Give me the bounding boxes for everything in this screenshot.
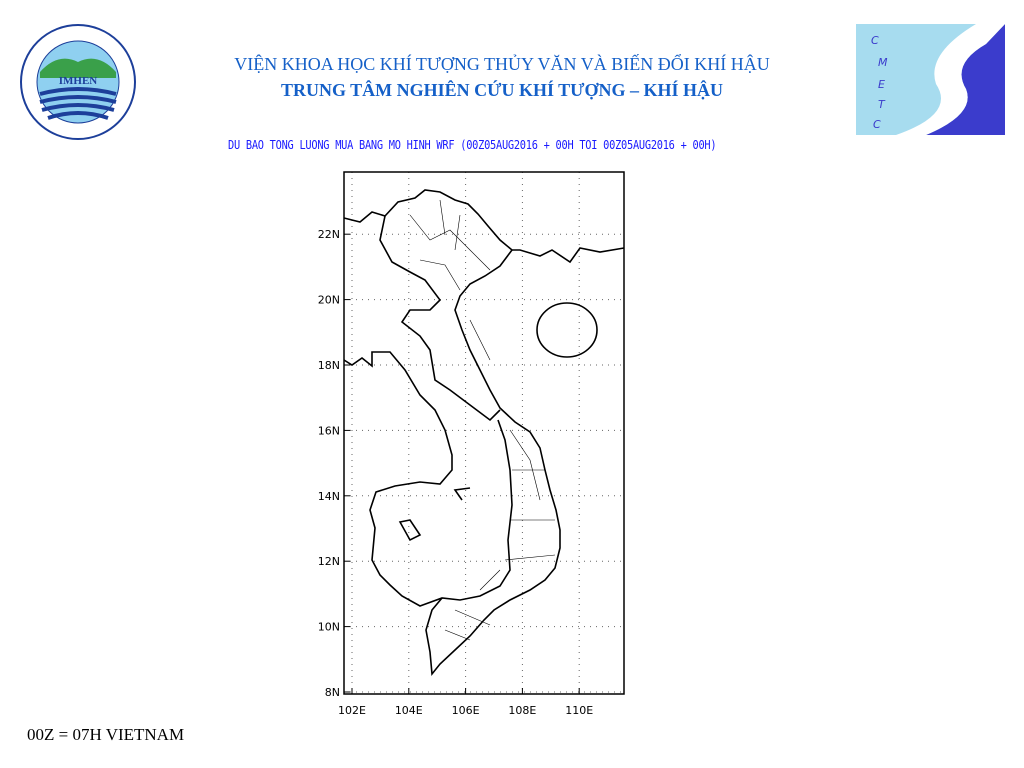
province-borders: [409, 199, 556, 641]
center-title: TRUNG TÂM NGHIÊN CỨU KHÍ TƯỢNG – KHÍ HẬU: [280, 80, 724, 100]
timezone-note: 00Z = 07H VIETNAM: [27, 725, 185, 744]
svg-text:C: C: [871, 34, 879, 47]
svg-text:T: T: [878, 98, 886, 111]
lon-label: 106E: [452, 704, 480, 717]
lon-label: 102E: [338, 704, 366, 717]
lat-label: 12N: [318, 555, 340, 568]
svg-text:IMHEN: IMHEN: [59, 75, 98, 87]
svg-text:M: M: [878, 56, 888, 69]
svg-text:C: C: [873, 118, 881, 131]
lat-label: 18N: [318, 359, 340, 372]
institute-title: VIỆN KHOA HỌC KHÍ TƯỢNG THỦY VĂN VÀ BIẾN…: [234, 54, 770, 74]
lat-label: 20N: [318, 294, 340, 307]
coastline-borders: [343, 189, 625, 677]
lat-label: 10N: [318, 621, 340, 634]
lat-label: 22N: [318, 228, 340, 241]
lon-label: 104E: [395, 704, 423, 717]
lon-label: 108E: [508, 704, 536, 717]
lat-label: 16N: [318, 424, 340, 437]
map-frame: [343, 171, 625, 695]
lat-label: 14N: [318, 490, 340, 503]
svg-text:E: E: [878, 78, 885, 91]
lat-label: 8N: [325, 686, 340, 699]
lon-label: 110E: [565, 704, 593, 717]
imhen-logo: IMHEN: [20, 24, 136, 140]
map-title: DU BAO TONG LUONG MUA BANG MO HINH WRF (…: [228, 138, 717, 152]
